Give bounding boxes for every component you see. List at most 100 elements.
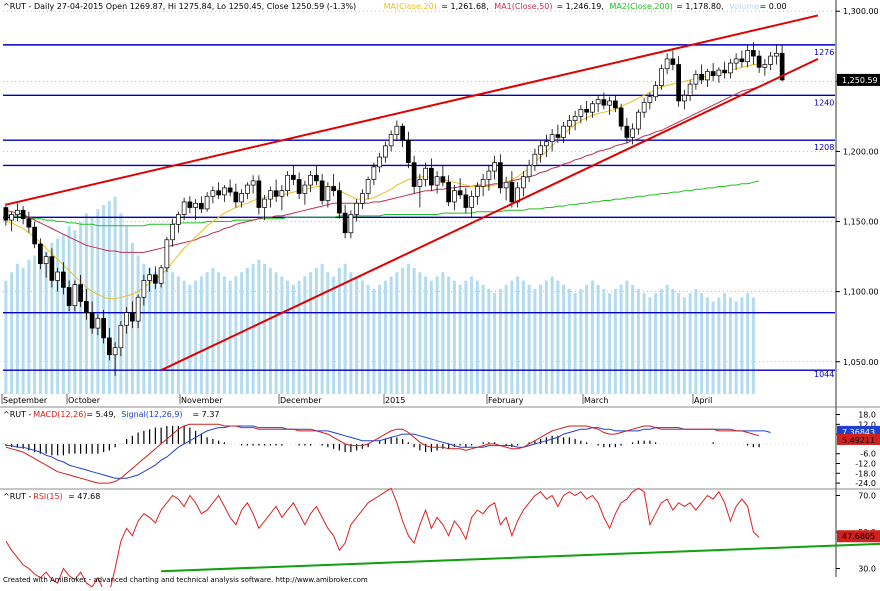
- volume-bar: [682, 297, 686, 394]
- candle-body: [710, 71, 716, 77]
- ma200-header-label: MA2(Close,200): [610, 2, 673, 11]
- volume-bar: [211, 268, 215, 394]
- macd-tick-label: -6.0: [860, 450, 876, 459]
- volume-bar: [740, 297, 744, 394]
- candle-body: [607, 100, 612, 106]
- candle-body: [567, 120, 572, 127]
- volume-bar: [567, 289, 571, 394]
- volume-bar: [590, 280, 594, 394]
- volume-bar: [21, 268, 25, 394]
- macd-histogram-bar: [758, 443, 760, 448]
- volume-bar: [493, 293, 497, 394]
- macd-histogram-bar: [327, 443, 329, 448]
- macd-histogram-bar: [459, 443, 461, 446]
- macd-histogram-bar: [505, 443, 507, 446]
- candle-body: [779, 52, 785, 81]
- volume-bar: [251, 263, 255, 394]
- candle-body: [469, 195, 474, 208]
- candle-body: [181, 201, 187, 215]
- macd-histogram-bar: [68, 443, 70, 454]
- candle-body: [676, 64, 681, 102]
- candle-body: [705, 71, 710, 81]
- candle-body: [682, 94, 687, 102]
- candle-body: [250, 180, 256, 186]
- trendline: [160, 57, 819, 372]
- volume-bar: [107, 200, 111, 394]
- macd-histogram-bar: [609, 443, 611, 448]
- macd-histogram-bar: [166, 425, 168, 444]
- rsi-value-label: 47.6805: [842, 532, 875, 541]
- macd-histogram-bar: [269, 443, 271, 446]
- volume-bar: [148, 268, 152, 394]
- volume-bar: [648, 297, 652, 394]
- volume-bar: [165, 268, 169, 394]
- candle-body: [641, 102, 647, 113]
- macd-histogram-bar: [580, 440, 582, 444]
- candle-body: [429, 167, 434, 186]
- volume-bar: [389, 276, 393, 394]
- candle-body: [337, 190, 342, 214]
- volume-bar: [688, 293, 692, 394]
- candle-body: [498, 162, 503, 189]
- macd-histogram-bar: [540, 439, 542, 444]
- volume-bar: [470, 276, 474, 394]
- macd-histogram-bar: [367, 443, 369, 448]
- footer-credit: Created with AmiBroker - advanced charti…: [3, 576, 368, 584]
- volume-bar: [153, 272, 157, 394]
- volume-bar: [406, 263, 410, 394]
- macd-histogram-bar: [551, 435, 553, 444]
- candle-body: [722, 69, 727, 74]
- candle-body: [227, 187, 233, 193]
- signal-header-value: = 7.37: [192, 410, 219, 419]
- ma50-line: [5, 86, 760, 253]
- candle-body: [342, 212, 348, 234]
- macd-header-value: = 5.49,: [86, 410, 116, 419]
- ma20-header-label: MA(Close,20): [384, 2, 437, 11]
- candle-body: [187, 201, 193, 208]
- volume-bar: [562, 284, 566, 394]
- volume-bar: [194, 280, 198, 394]
- price-tick-label: 1,150.00: [843, 218, 879, 227]
- candle-body: [584, 109, 589, 113]
- candle-body: [158, 267, 164, 284]
- candle-body: [72, 284, 78, 307]
- candle-body: [84, 301, 89, 314]
- candle-body: [193, 202, 198, 208]
- macd-histogram-bar: [649, 440, 651, 444]
- volume-bar: [176, 276, 180, 394]
- macd-value-label: 5.49211: [842, 436, 875, 445]
- volume-bar: [464, 280, 468, 394]
- month-label: October: [68, 396, 101, 405]
- macd-histogram-bar: [218, 440, 220, 444]
- candle-body: [348, 214, 354, 234]
- candle-body: [670, 58, 676, 65]
- macd-histogram-bar: [482, 442, 484, 444]
- macd-histogram-bar: [465, 443, 467, 448]
- candle-body: [452, 190, 457, 203]
- volume-header-value: = 0.00: [760, 2, 787, 11]
- candle-body: [61, 271, 66, 288]
- rsi-value-box: [837, 530, 880, 543]
- candle-body: [647, 96, 653, 103]
- candle-body: [561, 125, 566, 138]
- candle-body: [417, 179, 423, 187]
- candle-body: [331, 186, 336, 192]
- volume-bar: [516, 276, 520, 394]
- candle-body: [222, 187, 227, 196]
- volume-bar: [654, 293, 658, 394]
- macd-histogram-bar: [586, 442, 588, 444]
- rsi-header-label: RSI(15): [33, 492, 62, 501]
- candle-body: [377, 156, 382, 168]
- volume-bar: [498, 289, 502, 394]
- volume-bar: [297, 280, 301, 394]
- candle-body: [475, 186, 480, 197]
- volume-bar: [372, 289, 376, 394]
- macd-histogram-bar: [425, 443, 427, 453]
- candle-body: [383, 145, 388, 158]
- last-price-box: [837, 73, 880, 86]
- level-label: 1208: [814, 143, 834, 152]
- macd-histogram-bar: [488, 442, 490, 444]
- macd-histogram-bar: [574, 439, 576, 444]
- ma20-header-value: = 1,261.68,: [441, 2, 488, 11]
